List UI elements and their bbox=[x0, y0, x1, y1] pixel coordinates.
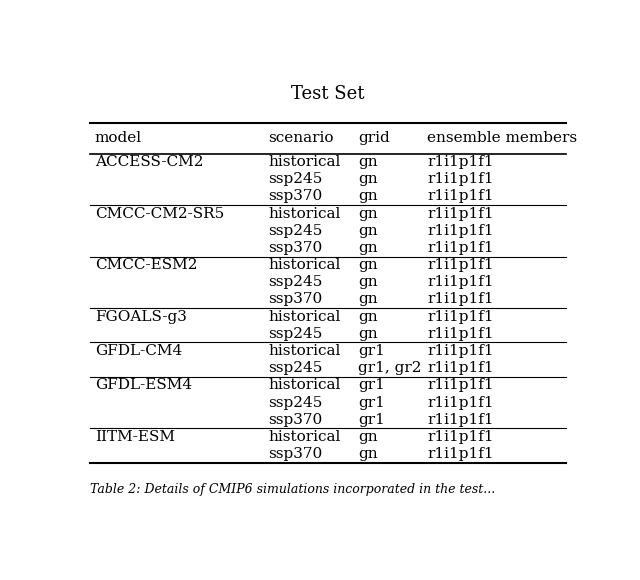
Text: r1i1p1f1: r1i1p1f1 bbox=[428, 413, 494, 427]
Text: r1i1p1f1: r1i1p1f1 bbox=[428, 190, 494, 204]
Text: ssp370: ssp370 bbox=[269, 292, 323, 306]
Text: grid: grid bbox=[358, 132, 390, 146]
Text: r1i1p1f1: r1i1p1f1 bbox=[428, 172, 494, 186]
Text: gr1: gr1 bbox=[358, 413, 385, 427]
Text: model: model bbox=[95, 132, 142, 146]
Text: gn: gn bbox=[358, 155, 378, 169]
Text: ssp370: ssp370 bbox=[269, 413, 323, 427]
Text: r1i1p1f1: r1i1p1f1 bbox=[428, 292, 494, 306]
Text: r1i1p1f1: r1i1p1f1 bbox=[428, 327, 494, 341]
Text: IITM-ESM: IITM-ESM bbox=[95, 430, 175, 444]
Text: ensemble members: ensemble members bbox=[428, 132, 577, 146]
Text: r1i1p1f1: r1i1p1f1 bbox=[428, 258, 494, 272]
Text: Test Set: Test Set bbox=[291, 85, 365, 103]
Text: GFDL-CM4: GFDL-CM4 bbox=[95, 344, 182, 358]
Text: r1i1p1f1: r1i1p1f1 bbox=[428, 396, 494, 409]
Text: gn: gn bbox=[358, 258, 378, 272]
Text: ssp245: ssp245 bbox=[269, 276, 323, 289]
Text: r1i1p1f1: r1i1p1f1 bbox=[428, 310, 494, 324]
Text: gn: gn bbox=[358, 172, 378, 186]
Text: historical: historical bbox=[269, 344, 341, 358]
Text: historical: historical bbox=[269, 430, 341, 444]
Text: r1i1p1f1: r1i1p1f1 bbox=[428, 378, 494, 392]
Text: ssp245: ssp245 bbox=[269, 327, 323, 341]
Text: gr1: gr1 bbox=[358, 396, 385, 409]
Text: ssp370: ssp370 bbox=[269, 241, 323, 255]
Text: ssp245: ssp245 bbox=[269, 396, 323, 409]
Text: scenario: scenario bbox=[269, 132, 334, 146]
Text: ssp245: ssp245 bbox=[269, 224, 323, 238]
Text: gn: gn bbox=[358, 224, 378, 238]
Text: r1i1p1f1: r1i1p1f1 bbox=[428, 206, 494, 220]
Text: ssp370: ssp370 bbox=[269, 447, 323, 461]
Text: historical: historical bbox=[269, 206, 341, 220]
Text: r1i1p1f1: r1i1p1f1 bbox=[428, 241, 494, 255]
Text: r1i1p1f1: r1i1p1f1 bbox=[428, 224, 494, 238]
Text: gn: gn bbox=[358, 206, 378, 220]
Text: gn: gn bbox=[358, 190, 378, 204]
Text: GFDL-ESM4: GFDL-ESM4 bbox=[95, 378, 192, 392]
Text: gn: gn bbox=[358, 447, 378, 461]
Text: gn: gn bbox=[358, 430, 378, 444]
Text: r1i1p1f1: r1i1p1f1 bbox=[428, 361, 494, 375]
Text: FGOALS-g3: FGOALS-g3 bbox=[95, 310, 187, 324]
Text: gn: gn bbox=[358, 276, 378, 289]
Text: gr1: gr1 bbox=[358, 344, 385, 358]
Text: historical: historical bbox=[269, 155, 341, 169]
Text: r1i1p1f1: r1i1p1f1 bbox=[428, 447, 494, 461]
Text: gr1, gr2: gr1, gr2 bbox=[358, 361, 421, 375]
Text: Table 2: Details of CMIP6 simulations incorporated in the test...: Table 2: Details of CMIP6 simulations in… bbox=[90, 483, 495, 496]
Text: CMCC-ESM2: CMCC-ESM2 bbox=[95, 258, 197, 272]
Text: ssp245: ssp245 bbox=[269, 172, 323, 186]
Text: CMCC-CM2-SR5: CMCC-CM2-SR5 bbox=[95, 206, 224, 220]
Text: historical: historical bbox=[269, 258, 341, 272]
Text: gn: gn bbox=[358, 310, 378, 324]
Text: ssp245: ssp245 bbox=[269, 361, 323, 375]
Text: historical: historical bbox=[269, 310, 341, 324]
Text: r1i1p1f1: r1i1p1f1 bbox=[428, 276, 494, 289]
Text: r1i1p1f1: r1i1p1f1 bbox=[428, 344, 494, 358]
Text: gn: gn bbox=[358, 292, 378, 306]
Text: historical: historical bbox=[269, 378, 341, 392]
Text: gr1: gr1 bbox=[358, 378, 385, 392]
Text: ACCESS-CM2: ACCESS-CM2 bbox=[95, 155, 204, 169]
Text: r1i1p1f1: r1i1p1f1 bbox=[428, 430, 494, 444]
Text: r1i1p1f1: r1i1p1f1 bbox=[428, 155, 494, 169]
Text: gn: gn bbox=[358, 327, 378, 341]
Text: ssp370: ssp370 bbox=[269, 190, 323, 204]
Text: gn: gn bbox=[358, 241, 378, 255]
